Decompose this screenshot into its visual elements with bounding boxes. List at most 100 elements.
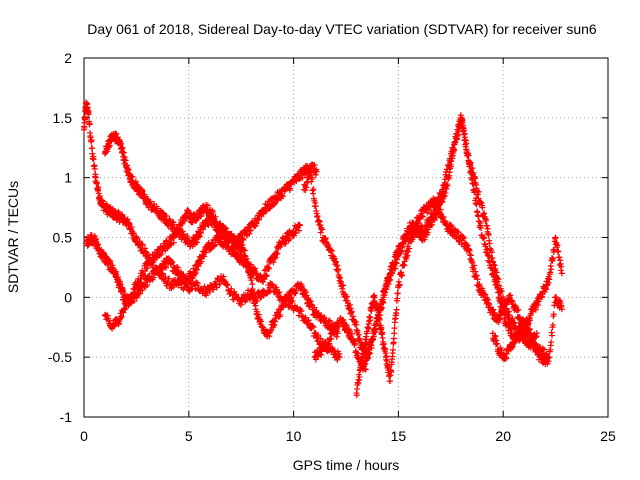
data-point bbox=[398, 272, 405, 279]
data-point bbox=[465, 152, 472, 159]
data-point bbox=[270, 322, 277, 329]
data-point bbox=[222, 225, 229, 232]
data-point bbox=[142, 245, 149, 252]
data-point bbox=[336, 354, 343, 361]
data-point bbox=[494, 340, 501, 347]
y-tick-label: 0.5 bbox=[53, 230, 73, 246]
data-point bbox=[213, 284, 220, 291]
data-point bbox=[255, 216, 262, 223]
data-point bbox=[453, 135, 460, 142]
data-point bbox=[212, 213, 219, 220]
data-point bbox=[438, 191, 445, 198]
data-point bbox=[472, 200, 479, 207]
data-point bbox=[363, 336, 370, 343]
y-tick-label: -0.5 bbox=[48, 349, 72, 365]
data-point bbox=[367, 314, 374, 321]
data-point bbox=[203, 289, 210, 296]
data-point bbox=[391, 260, 398, 267]
data-point bbox=[548, 339, 555, 346]
data-point bbox=[118, 314, 125, 321]
data-point bbox=[314, 212, 321, 219]
data-point bbox=[405, 248, 412, 255]
data-point bbox=[120, 288, 127, 295]
data-point bbox=[246, 230, 253, 237]
data-point bbox=[476, 281, 483, 288]
data-point bbox=[348, 308, 355, 315]
data-point bbox=[511, 319, 518, 326]
data-point bbox=[404, 252, 411, 259]
data-point bbox=[119, 144, 126, 151]
data-point bbox=[520, 327, 527, 334]
data-point bbox=[343, 322, 350, 329]
x-tick-label: 0 bbox=[80, 428, 88, 444]
tick-labels: 0 5 10 15 20 25 -1 -0.5 0 0.5 1 1.5 2 bbox=[48, 50, 616, 444]
data-point bbox=[515, 306, 522, 313]
data-point bbox=[306, 297, 313, 304]
data-point bbox=[169, 258, 176, 265]
data-point bbox=[312, 171, 319, 178]
data-point bbox=[126, 221, 133, 228]
data-point bbox=[85, 111, 92, 118]
data-point bbox=[552, 234, 559, 241]
data-point bbox=[356, 335, 363, 342]
data-point bbox=[370, 333, 377, 340]
data-point bbox=[326, 340, 333, 347]
data-point bbox=[275, 196, 282, 203]
data-point bbox=[471, 262, 478, 269]
data-point bbox=[276, 289, 283, 296]
data-point bbox=[447, 158, 454, 165]
data-point bbox=[547, 269, 554, 276]
data-point bbox=[243, 255, 250, 262]
data-point bbox=[240, 236, 247, 243]
data-point bbox=[443, 173, 450, 180]
data-point bbox=[239, 235, 246, 242]
data-point bbox=[277, 311, 284, 318]
data-point bbox=[351, 340, 358, 347]
data-point bbox=[481, 234, 488, 241]
data-point bbox=[382, 289, 389, 296]
data-point bbox=[248, 277, 255, 284]
data-point bbox=[376, 316, 383, 323]
data-point bbox=[241, 247, 248, 254]
data-point bbox=[440, 214, 447, 221]
data-point bbox=[310, 324, 317, 331]
data-point bbox=[550, 311, 557, 318]
data-point bbox=[274, 197, 281, 204]
data-point bbox=[335, 266, 342, 273]
data-point bbox=[396, 249, 403, 256]
data-point bbox=[482, 216, 489, 223]
data-point bbox=[295, 227, 302, 234]
data-point bbox=[163, 237, 170, 244]
data-point bbox=[392, 265, 399, 272]
data-point bbox=[498, 288, 505, 295]
x-tick-label: 20 bbox=[495, 428, 511, 444]
data-point bbox=[317, 222, 324, 229]
data-point bbox=[334, 262, 341, 269]
data-point bbox=[512, 337, 519, 344]
data-point bbox=[394, 253, 401, 260]
data-point bbox=[238, 241, 245, 248]
data-point bbox=[129, 292, 136, 299]
data-point bbox=[492, 333, 499, 340]
data-point bbox=[131, 298, 138, 305]
data-point bbox=[89, 145, 96, 152]
data-point bbox=[468, 169, 475, 176]
data-point bbox=[296, 175, 303, 182]
data-point bbox=[447, 221, 454, 228]
data-point bbox=[549, 321, 556, 328]
data-point bbox=[460, 235, 467, 242]
data-point bbox=[86, 120, 93, 127]
data-point bbox=[327, 247, 334, 254]
data-point bbox=[500, 350, 507, 357]
y-axis-label: SDTVAR / TECUs bbox=[5, 181, 21, 293]
data-point bbox=[303, 184, 310, 191]
data-point bbox=[332, 259, 339, 266]
data-point bbox=[423, 226, 430, 233]
data-point bbox=[384, 281, 391, 288]
data-point bbox=[360, 352, 367, 359]
data-point bbox=[406, 245, 413, 252]
data-point bbox=[354, 350, 361, 357]
x-tick-label: 10 bbox=[286, 428, 302, 444]
data-point bbox=[485, 231, 492, 238]
data-point bbox=[543, 286, 550, 293]
